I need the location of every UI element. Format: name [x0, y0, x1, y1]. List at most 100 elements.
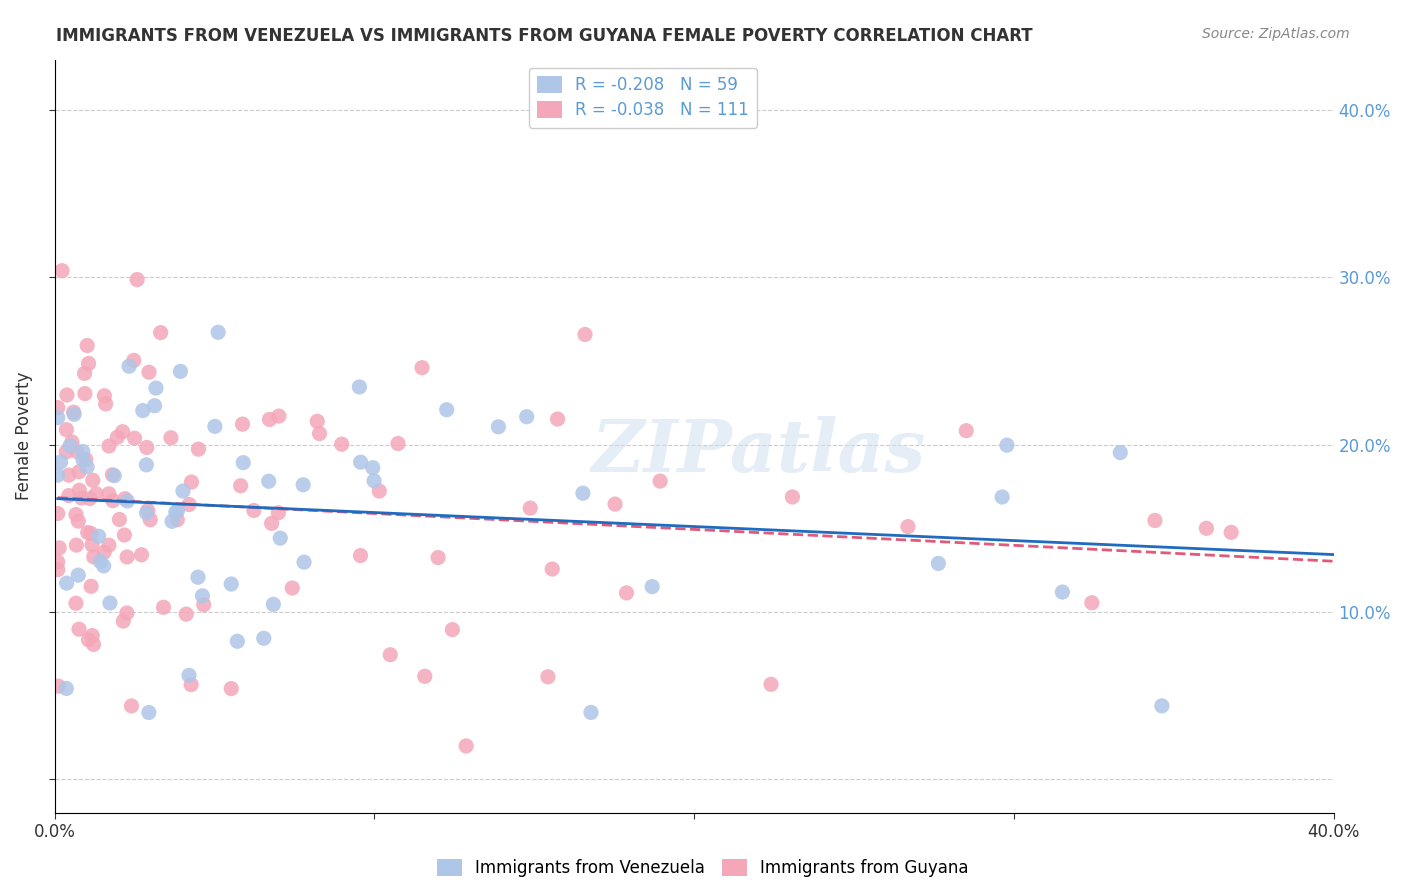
Immigrants from Guyana: [73, 386, 96, 401]
Immigrants from Guyana: [56, 388, 79, 402]
Immigrants from Guyana: [413, 669, 436, 683]
Immigrants from Venezuela: [349, 380, 371, 394]
Immigrants from Venezuela: [363, 474, 385, 488]
Immigrants from Venezuela: [165, 505, 187, 519]
Immigrants from Guyana: [243, 503, 266, 517]
Immigrants from Guyana: [124, 431, 146, 445]
Immigrants from Guyana: [67, 622, 90, 636]
Immigrants from Guyana: [897, 519, 920, 533]
Immigrants from Guyana: [58, 468, 80, 483]
Immigrants from Guyana: [108, 512, 131, 526]
Y-axis label: Female Poverty: Female Poverty: [15, 372, 32, 500]
Immigrants from Venezuela: [138, 706, 160, 720]
Immigrants from Venezuela: [67, 568, 90, 582]
Immigrants from Venezuela: [269, 531, 291, 545]
Immigrants from Venezuela: [641, 580, 664, 594]
Immigrants from Guyana: [411, 360, 433, 375]
Immigrants from Guyana: [1220, 525, 1243, 540]
Immigrants from Venezuela: [63, 407, 86, 421]
Immigrants from Guyana: [46, 555, 69, 569]
Immigrants from Venezuela: [103, 468, 125, 483]
Immigrants from Guyana: [65, 508, 87, 522]
Immigrants from Venezuela: [253, 632, 276, 646]
Immigrants from Guyana: [349, 549, 371, 563]
Immigrants from Guyana: [519, 501, 541, 516]
Immigrants from Venezuela: [98, 596, 121, 610]
Immigrants from Guyana: [76, 525, 98, 540]
Text: Source: ZipAtlas.com: Source: ZipAtlas.com: [1202, 27, 1350, 41]
Immigrants from Venezuela: [1150, 698, 1173, 713]
Immigrants from Guyana: [80, 538, 103, 552]
Immigrants from Venezuela: [135, 458, 157, 472]
Immigrants from Venezuela: [177, 668, 200, 682]
Immigrants from Guyana: [83, 549, 105, 564]
Immigrants from Guyana: [101, 493, 124, 508]
Immigrants from Guyana: [93, 545, 115, 559]
Immigrants from Guyana: [94, 397, 117, 411]
Immigrants from Guyana: [67, 514, 90, 528]
Immigrants from Guyana: [441, 623, 464, 637]
Immigrants from Guyana: [65, 596, 87, 610]
Immigrants from Venezuela: [232, 456, 254, 470]
Immigrants from Venezuela: [187, 570, 209, 584]
Immigrants from Guyana: [122, 353, 145, 368]
Immigrants from Guyana: [149, 326, 172, 340]
Immigrants from Venezuela: [219, 577, 242, 591]
Immigrants from Guyana: [127, 272, 149, 286]
Immigrants from Guyana: [51, 263, 73, 277]
Immigrants from Guyana: [48, 541, 70, 555]
Immigrants from Guyana: [955, 424, 977, 438]
Immigrants from Guyana: [83, 637, 105, 651]
Immigrants from Venezuela: [46, 468, 69, 483]
Immigrants from Guyana: [70, 491, 93, 505]
Immigrants from Guyana: [330, 437, 353, 451]
Immigrants from Guyana: [97, 538, 120, 552]
Immigrants from Venezuela: [132, 403, 155, 417]
Immigrants from Guyana: [231, 417, 253, 431]
Immigrants from Guyana: [65, 538, 87, 552]
Immigrants from Guyana: [180, 475, 202, 489]
Immigrants from Venezuela: [72, 452, 94, 467]
Immigrants from Venezuela: [1109, 445, 1132, 459]
Immigrants from Guyana: [267, 409, 290, 423]
Immigrants from Venezuela: [991, 490, 1014, 504]
Immigrants from Guyana: [80, 526, 103, 541]
Immigrants from Venezuela: [262, 598, 284, 612]
Immigrants from Guyana: [427, 550, 450, 565]
Immigrants from Guyana: [75, 452, 97, 467]
Immigrants from Guyana: [98, 439, 121, 453]
Immigrants from Guyana: [574, 327, 596, 342]
Immigrants from Guyana: [782, 490, 804, 504]
Immigrants from Guyana: [259, 412, 281, 426]
Immigrants from Venezuela: [169, 364, 191, 378]
Immigrants from Guyana: [135, 441, 157, 455]
Immigrants from Guyana: [307, 414, 329, 428]
Immigrants from Guyana: [179, 498, 201, 512]
Immigrants from Venezuela: [55, 576, 77, 591]
Immigrants from Guyana: [136, 503, 159, 517]
Immigrants from Guyana: [55, 445, 77, 459]
Immigrants from Venezuela: [204, 419, 226, 434]
Immigrants from Guyana: [281, 581, 304, 595]
Legend: R = -0.208   N = 59, R = -0.038   N = 111: R = -0.208 N = 59, R = -0.038 N = 111: [529, 68, 758, 128]
Immigrants from Venezuela: [172, 484, 194, 499]
Immigrants from Guyana: [48, 679, 70, 693]
Immigrants from Guyana: [1081, 596, 1104, 610]
Immigrants from Guyana: [76, 338, 98, 352]
Immigrants from Venezuela: [995, 438, 1018, 452]
Immigrants from Guyana: [60, 435, 83, 450]
Immigrants from Guyana: [84, 487, 107, 501]
Immigrants from Guyana: [115, 606, 138, 620]
Immigrants from Guyana: [1143, 514, 1166, 528]
Immigrants from Guyana: [101, 467, 124, 482]
Immigrants from Guyana: [152, 600, 174, 615]
Immigrants from Guyana: [229, 479, 252, 493]
Immigrants from Venezuela: [143, 399, 166, 413]
Immigrants from Guyana: [308, 426, 330, 441]
Immigrants from Guyana: [456, 739, 478, 753]
Immigrants from Guyana: [114, 491, 136, 506]
Immigrants from Venezuela: [76, 459, 98, 474]
Immigrants from Guyana: [547, 412, 569, 426]
Immigrants from Guyana: [1195, 521, 1218, 535]
Immigrants from Venezuela: [93, 558, 115, 573]
